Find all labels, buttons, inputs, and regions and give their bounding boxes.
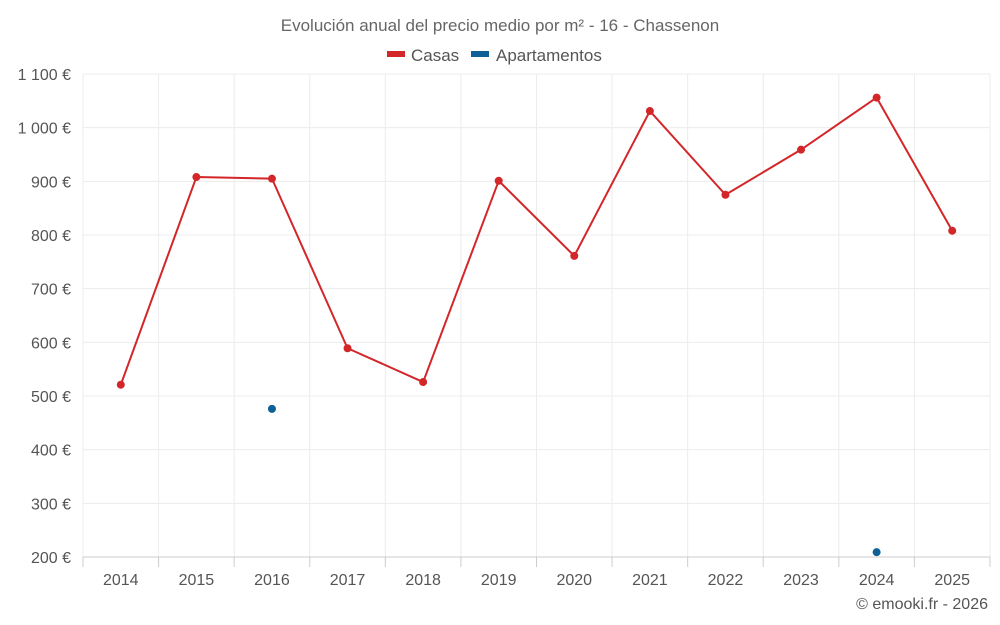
y-tick-label: 800 € [31,228,71,245]
data-point-casas-2014[interactable] [116,380,125,389]
x-tick-label: 2023 [783,572,819,589]
x-axis: 2014 2015 2016 2017 2018 2019 2020 2021 2022 2023… [82,556,991,589]
legend-item-casas[interactable]: Casas [387,46,459,65]
data-point-casas-2023[interactable] [797,145,806,154]
y-tick-label: 400 € [31,443,71,460]
legend-item-apartamentos[interactable]: Apartamentos [471,46,602,65]
x-tick-label: 2024 [859,572,895,589]
data-point-casas-2020[interactable] [570,251,579,260]
x-tick-label: 2015 [179,572,215,589]
x-tick-label: 2025 [934,572,970,589]
y-tick-label: 200 € [31,550,71,567]
x-tick-label: 2014 [103,572,139,589]
legend-swatch-casas [387,51,405,57]
x-tick-label: 2017 [330,572,366,589]
data-point-casas-2019[interactable] [494,176,503,185]
data-point-casas-2015[interactable] [192,173,201,182]
legend-label-apartamentos: Apartamentos [496,46,602,65]
plot-area [116,93,957,557]
y-tick-label: 500 € [31,389,71,406]
x-tick-label: 2022 [708,572,744,589]
data-point-casas-2024[interactable] [872,93,881,102]
x-tick-label: 2021 [632,572,668,589]
data-point-casas-2017[interactable] [343,344,352,353]
data-point-casas-2025[interactable] [948,226,957,235]
data-point-casas-2018[interactable] [419,378,428,387]
x-tick-label: 2018 [405,572,441,589]
data-point-casas-2016[interactable] [267,174,276,183]
y-tick-label: 1 100 € [18,67,71,84]
series-apartamentos [267,404,881,557]
x-gridlines [82,74,991,557]
x-tick-label: 2016 [254,572,290,589]
legend-swatch-apartamentos [471,51,489,57]
data-point-apartamentos-2016[interactable] [267,404,276,413]
series-casas [116,93,957,389]
credit-text: © emooki.fr - 2026 [856,596,988,613]
data-point-casas-2022[interactable] [721,190,730,199]
y-tick-label: 900 € [31,174,71,191]
series-line-casas [119,96,954,386]
x-tick-label: 2019 [481,572,517,589]
x-tick-label: 2020 [556,572,592,589]
data-point-apartamentos-2024[interactable] [872,548,881,557]
y-tick-label: 700 € [31,282,71,299]
chart-title: Evolución anual del precio medio por m² … [281,16,719,35]
data-point-casas-2021[interactable] [645,107,654,116]
y-tick-label: 600 € [31,335,71,352]
y-tick-label: 1 000 € [18,121,71,138]
y-tick-label: 300 € [31,496,71,513]
legend[interactable]: Casas Apartamentos [387,46,602,65]
y-axis: 200 € 300 € 400 € 500 € 600 € 700 € 800 € 900 €… [18,67,71,567]
legend-label-casas: Casas [411,46,459,65]
